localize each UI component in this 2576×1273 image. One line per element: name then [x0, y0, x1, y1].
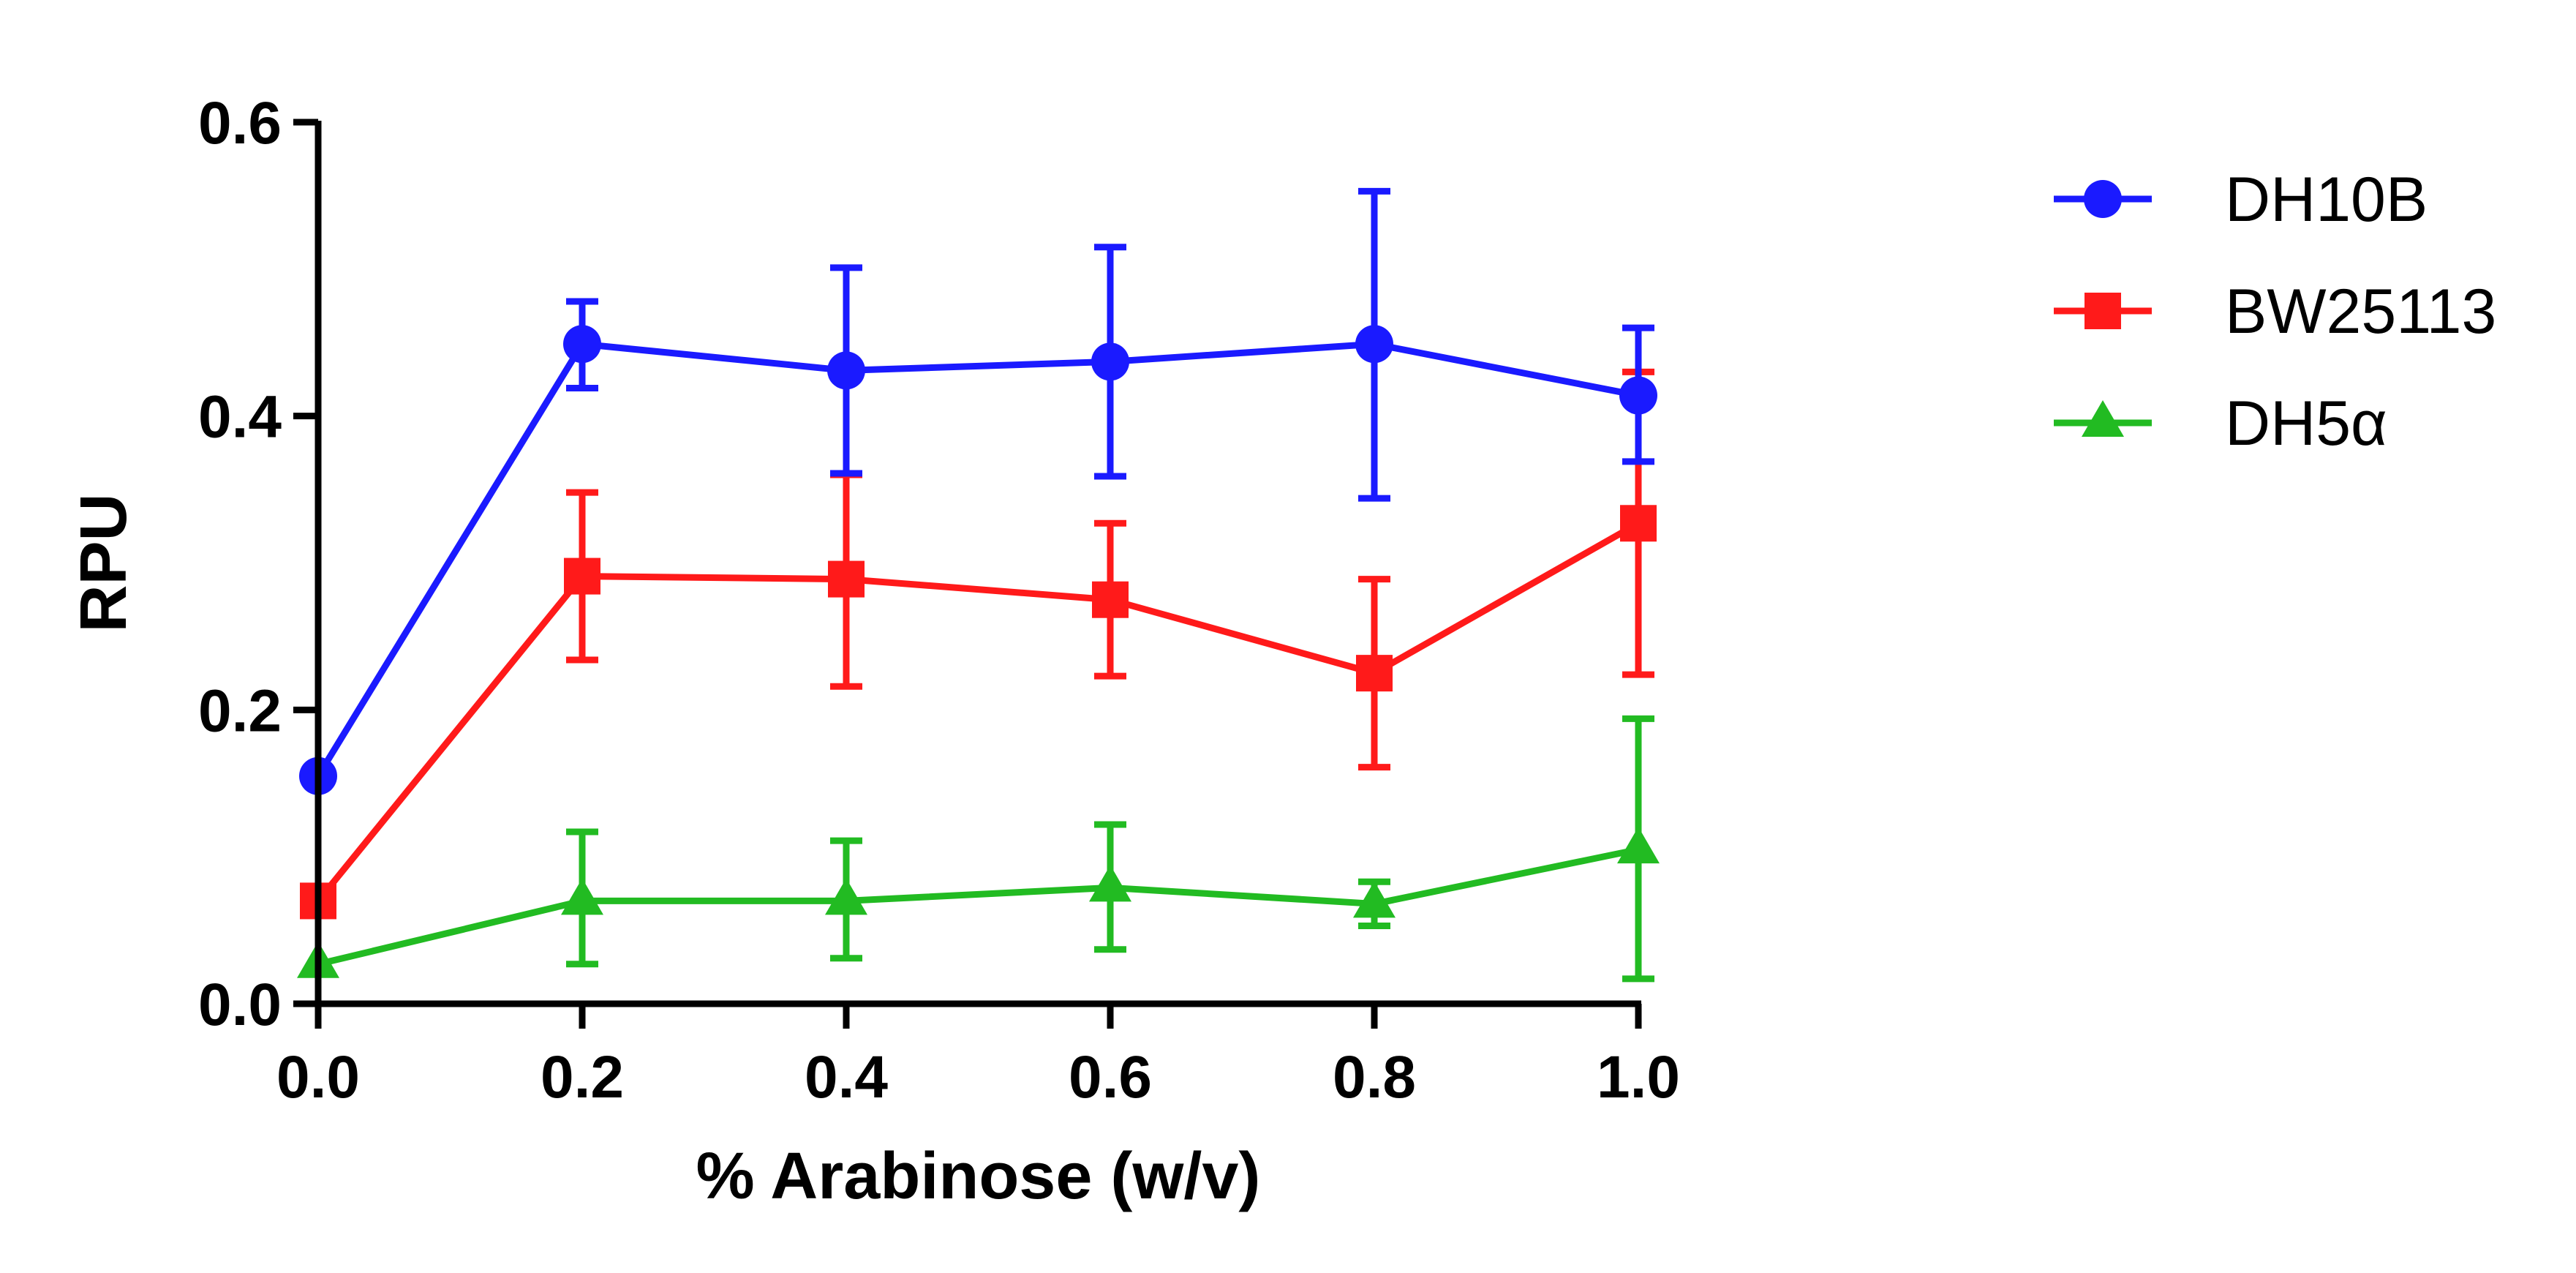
data-point: [1355, 325, 1393, 364]
series-layer: [297, 187, 1660, 983]
data-point: [1617, 827, 1660, 864]
x-tick-label: 0.4: [805, 1044, 888, 1111]
data-point: [564, 557, 600, 595]
y-axis-title: RPU: [67, 493, 140, 632]
data-point: [1620, 505, 1657, 542]
legend-label: DH5α: [2225, 388, 2387, 459]
legend-marker: [2084, 180, 2122, 218]
legend-item-2: DH5α: [2054, 388, 2387, 459]
data-point: [1356, 655, 1393, 692]
x-tick-label: 0.6: [1069, 1044, 1152, 1111]
legend-label: BW25113: [2225, 277, 2496, 347]
series-line: [317, 846, 1639, 968]
series-line: [315, 520, 1641, 904]
series-0: [299, 187, 1657, 795]
data-point: [828, 560, 865, 598]
data-point: [1619, 376, 1657, 415]
series-line: [315, 340, 1639, 778]
legend-item-0: DH10B: [2054, 165, 2428, 235]
legend-label: DH10B: [2225, 165, 2428, 235]
data-point: [1089, 865, 1131, 902]
data-point: [563, 325, 601, 364]
x-tick-label: 1.0: [1597, 1044, 1680, 1111]
legend-marker: [2082, 400, 2124, 437]
data-point: [825, 878, 867, 915]
x-axis-title: % Arabinose (w/v): [696, 1140, 1261, 1213]
y-tick-label: 0.6: [198, 90, 282, 157]
y-tick-label: 0.0: [198, 972, 282, 1038]
legend-marker: [2084, 293, 2121, 329]
data-point: [827, 351, 865, 390]
legend-item-1: BW25113: [2054, 277, 2496, 347]
axes-layer: 0.0 0.2 0.4 0.6 0.0 0.2 0.4 0.6 0.8 1.0 % Arabinos…: [67, 90, 1680, 1213]
data-point: [1091, 342, 1129, 381]
series-1: [300, 368, 1657, 920]
legend: DH10B BW25113 DH5α: [2054, 165, 2496, 459]
x-tick-label: 0.2: [541, 1044, 624, 1111]
data-point: [561, 878, 603, 915]
data-point: [1092, 581, 1129, 618]
x-tick-label: 0.8: [1333, 1044, 1416, 1111]
series-2: [297, 715, 1660, 983]
y-tick-label: 0.2: [198, 677, 282, 744]
x-tick-label: 0.0: [276, 1044, 360, 1111]
data-point: [1353, 881, 1396, 918]
y-tick-label: 0.4: [198, 384, 282, 451]
